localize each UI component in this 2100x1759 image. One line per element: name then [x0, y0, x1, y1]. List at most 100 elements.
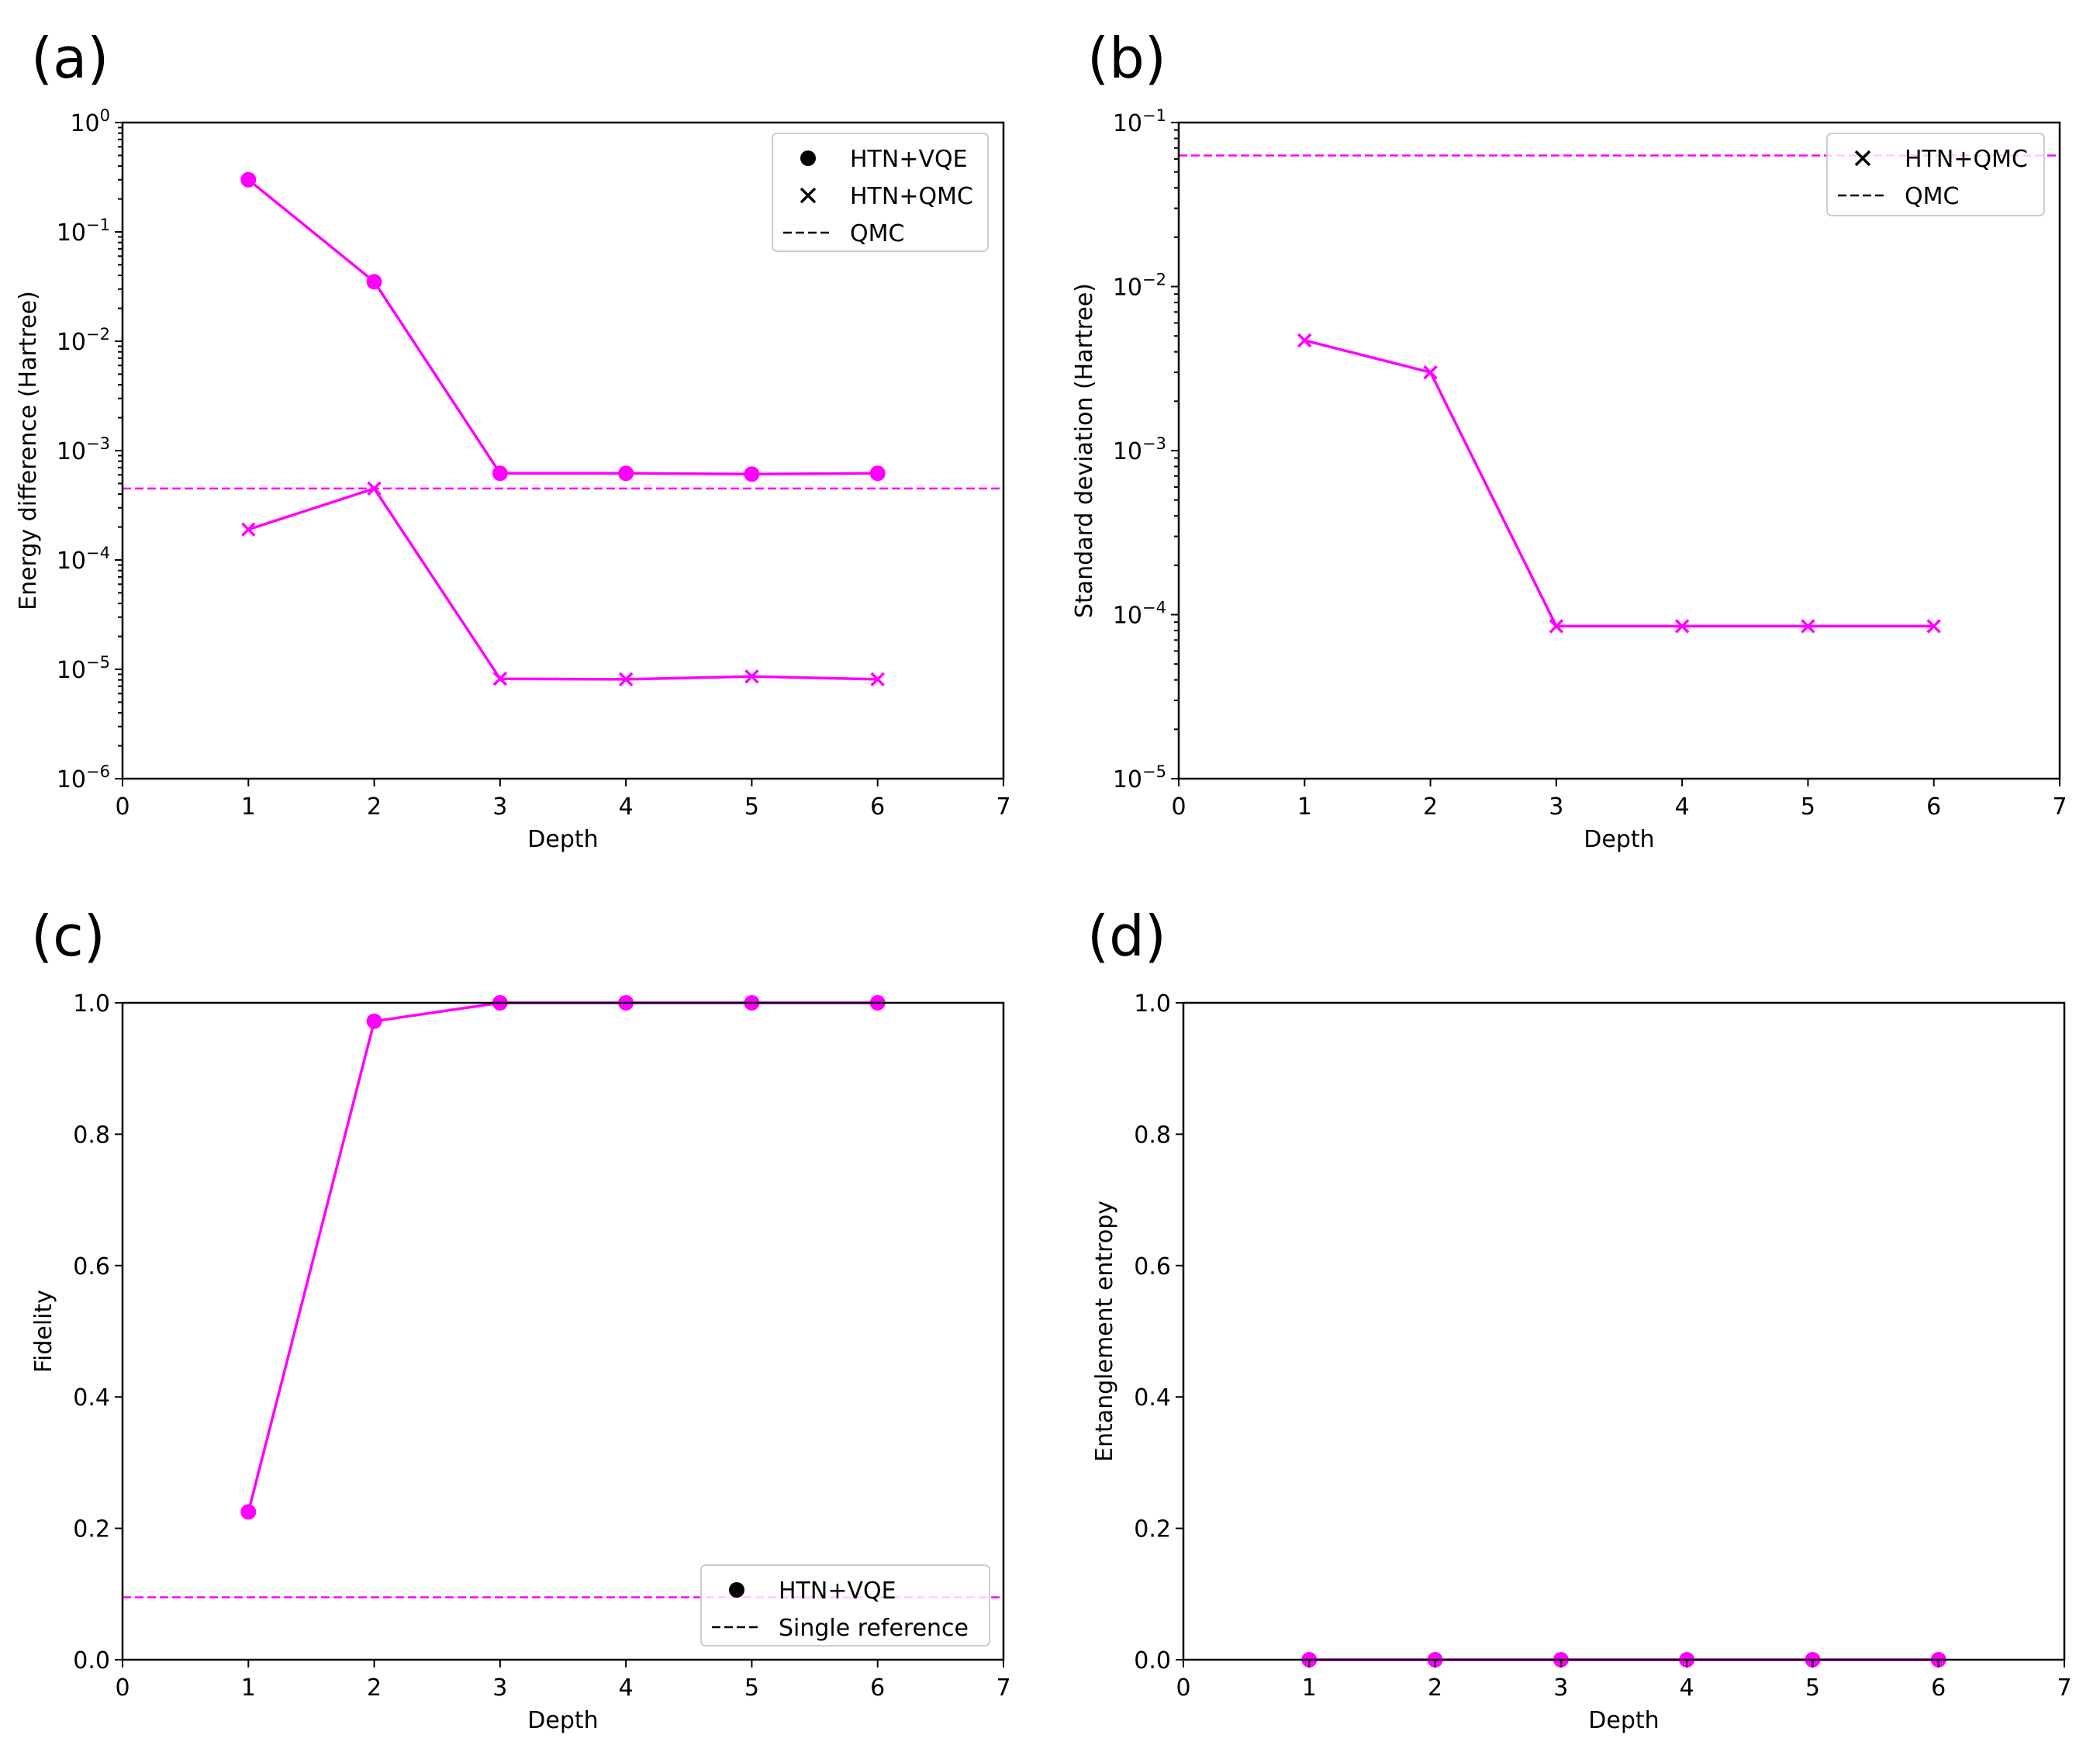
chart-panel-1: (b) 0 1 2 3 4 5 6 7 10−5 10−4 10−3 10−2 10−1 Depth Stan…: [1071, 26, 2067, 853]
x-tick-label: 2: [1428, 1674, 1442, 1702]
x-axis-label: Depth: [1584, 826, 1654, 853]
y-tick-label: 0.8: [73, 1121, 110, 1149]
legend-label: HTN+VQE: [779, 1578, 896, 1605]
x-tick-label: 7: [996, 1674, 1010, 1702]
y-tick-label: 10−2: [57, 325, 110, 356]
series-line-htn-qmc: [247, 486, 878, 681]
y-tick-label: 0.2: [73, 1516, 110, 1543]
x-tick-label: 6: [870, 793, 885, 821]
legend-label: Single reference: [779, 1615, 969, 1642]
data-point: [1549, 619, 1564, 634]
x-tick-label: 1: [1297, 793, 1312, 821]
y-tick-label: 10−5: [57, 653, 110, 684]
data-point: [870, 672, 885, 687]
data-point: [240, 1504, 257, 1520]
y-tick-label: 10−6: [57, 762, 110, 793]
y-axis-label: Entanglement entropy: [1091, 1201, 1118, 1462]
series-line-htn-vqe: [247, 1001, 878, 1512]
y-axis-label: Fidelity: [30, 1290, 57, 1373]
data-point: [744, 466, 760, 482]
legend-label: HTN+QMC: [850, 183, 973, 210]
x-tick-label: 7: [2052, 793, 2067, 821]
x-tick-label: 6: [1931, 1674, 1946, 1702]
y-tick-label: 10−2: [1113, 271, 1166, 302]
legend-label: HTN+VQE: [850, 146, 968, 173]
data-point: [366, 274, 382, 290]
data-point: [1926, 619, 1941, 634]
data-point: [492, 465, 508, 482]
legend-marker-x: [1854, 150, 1871, 167]
data-point: [240, 171, 257, 188]
x-tick-label: 2: [367, 793, 382, 821]
x-tick-label: 6: [1926, 793, 1941, 821]
x-tick-label: 0: [115, 1674, 130, 1702]
chart-panel-0: (a) 0 1 2 3 4 5 6 7 10−6 10−5 10−4 10−3 10−2 10−1 100 De…: [15, 26, 1011, 853]
x-tick-label: 3: [492, 793, 507, 821]
legend-marker-circle: [729, 1582, 744, 1598]
data-point: [1297, 333, 1312, 348]
y-tick-label: 0.2: [1134, 1516, 1171, 1543]
plot-frame: [1177, 121, 2061, 780]
series-line-htn-qmc: [1304, 339, 1934, 628]
x-tick-label: 4: [1675, 793, 1690, 821]
y-tick-label: 0.6: [1134, 1253, 1171, 1280]
chart-panel-3: (d) 0 1 2 3 4 5 6 7 0.0 0.2 0.4 0.6 0.8 1.0 Depth Entang…: [1087, 904, 2072, 1734]
legend-box: [772, 133, 989, 252]
x-tick-label: 0: [1171, 793, 1186, 821]
data-point: [1423, 365, 1438, 380]
x-tick-label: 0: [115, 793, 130, 821]
legend-marker-circle: [800, 150, 816, 166]
y-tick-label: 0.4: [73, 1384, 110, 1412]
x-tick-label: 1: [241, 1674, 256, 1702]
y-tick-label: 0.8: [1134, 1121, 1171, 1149]
legend-label: QMC: [1905, 183, 1959, 210]
plot-frame: [1182, 1001, 2066, 1661]
x-tick-label: 2: [367, 1674, 382, 1702]
data-point: [366, 1013, 382, 1029]
panel-label: (b): [1087, 26, 1166, 91]
x-tick-label: 5: [744, 1674, 759, 1702]
y-tick-label: 1.0: [1134, 990, 1171, 1018]
legend-label: HTN+QMC: [1905, 146, 2028, 173]
x-tick-label: 5: [1801, 793, 1815, 821]
x-tick-label: 5: [1805, 1674, 1820, 1702]
y-tick-label: 10−5: [1113, 762, 1166, 793]
y-tick-label: 10−4: [57, 544, 110, 575]
x-axis-label: Depth: [527, 1707, 598, 1734]
x-tick-label: 6: [870, 1674, 885, 1702]
x-tick-label: 2: [1423, 793, 1438, 821]
y-axis-label: Energy difference (Hartree): [15, 291, 42, 610]
series-line-htn-vqe: [247, 178, 878, 476]
x-tick-label: 4: [1680, 1674, 1694, 1702]
y-tick-label: 10−3: [1113, 434, 1166, 465]
x-tick-label: 3: [492, 1674, 507, 1702]
legend-box: [700, 1564, 990, 1647]
panel-label: (c): [31, 904, 105, 969]
x-tick-label: 0: [1176, 1674, 1190, 1702]
x-tick-label: 4: [619, 1674, 634, 1702]
y-tick-label: 0.0: [73, 1647, 110, 1674]
y-tick-label: 0.0: [1134, 1647, 1171, 1674]
y-tick-label: 0.6: [73, 1253, 110, 1280]
y-axis-label: Standard deviation (Hartree): [1071, 283, 1098, 618]
x-axis-label: Depth: [1588, 1707, 1659, 1734]
data-point: [744, 669, 759, 684]
x-tick-label: 4: [619, 793, 634, 821]
legend-marker-x: [800, 187, 817, 204]
data-point: [618, 465, 634, 482]
plot-frame: [121, 1001, 1005, 1661]
legend-label: QMC: [850, 220, 904, 247]
y-tick-label: 10−3: [57, 434, 110, 465]
x-axis-label: Depth: [527, 826, 598, 853]
data-point: [1801, 619, 1815, 634]
chart-panel-2: (c) 0 1 2 3 4 5 6 7 0.0 0.2 0.4 0.6 0.8 1.0 Depth Fideli…: [30, 904, 1011, 1734]
y-tick-label: 10−1: [57, 216, 110, 247]
y-tick-label: 10−1: [1113, 106, 1166, 137]
data-point: [492, 671, 508, 686]
x-tick-label: 3: [1549, 793, 1563, 821]
panel-label: (a): [31, 26, 109, 91]
x-tick-label: 3: [1553, 1674, 1568, 1702]
x-tick-label: 7: [996, 793, 1010, 821]
data-point: [869, 465, 886, 482]
